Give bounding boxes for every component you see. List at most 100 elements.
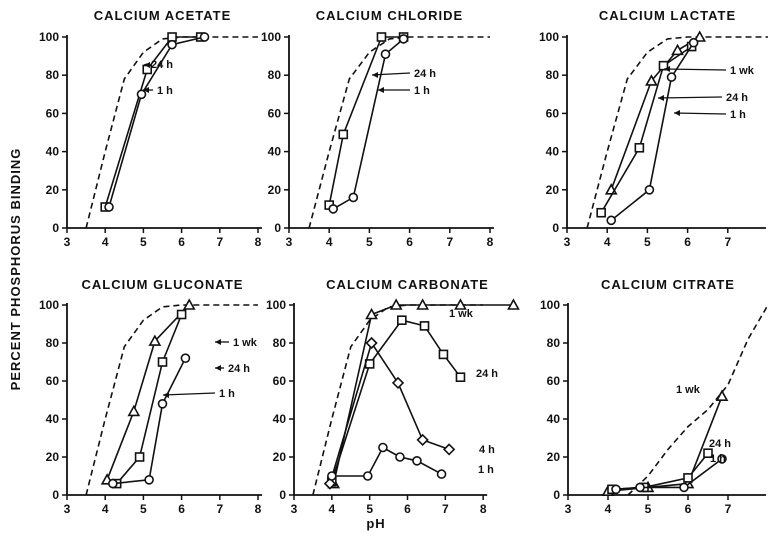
series-line — [331, 446, 442, 477]
y-axis-label: PERCENT PHOSPHORUS BINDING — [8, 148, 23, 391]
triangle-marker — [693, 30, 707, 42]
reference-curve — [312, 304, 484, 496]
series-label: 1 wk — [730, 65, 755, 77]
y-tick-label: 0 — [279, 488, 286, 502]
triangle-marker — [671, 43, 684, 56]
y-tick-label: 100 — [540, 298, 560, 312]
square-marker — [596, 207, 606, 218]
triangle-marker — [645, 74, 658, 86]
series-line — [112, 357, 187, 485]
circle-marker — [380, 49, 391, 59]
circle-marker — [362, 471, 373, 481]
x-tick-label: 4 — [102, 235, 109, 249]
series-label: 1 wk — [233, 337, 258, 349]
series-line — [332, 38, 405, 210]
circle-marker — [327, 471, 337, 481]
label-arrow — [371, 72, 411, 76]
arrow-head — [372, 72, 378, 78]
series-label: 24 h — [414, 68, 436, 80]
y-tick-label: 80 — [268, 68, 282, 82]
reference-curve — [586, 36, 768, 229]
circle-marker — [157, 398, 168, 409]
x-tick-label: 5 — [644, 235, 651, 249]
series-label: 24 h — [476, 368, 498, 380]
series-label: 24 h — [151, 59, 173, 71]
circle-marker — [717, 454, 727, 464]
triangle-marker — [127, 404, 141, 417]
x-axis-label: pH — [366, 516, 385, 531]
triangle-marker — [182, 298, 196, 310]
diamond-marker — [416, 433, 429, 447]
panel-title: CALCIUM GLUCONATE — [82, 277, 244, 292]
x-tick-label: 8 — [255, 502, 262, 516]
y-tick-label: 0 — [552, 221, 559, 235]
series-label: 24 h — [726, 92, 748, 104]
y-tick-label: 100 — [39, 30, 59, 44]
y-tick-label: 0 — [274, 221, 281, 235]
diamond-marker — [365, 336, 378, 350]
x-tick-label: 7 — [724, 235, 731, 249]
y-tick-label: 60 — [546, 106, 560, 120]
panel-4: CALCIUM GLUCONATE 0 20 40 60 80 100 3 4 5 6 7 8 1 wk 2… — [39, 277, 262, 516]
circle-marker — [644, 185, 655, 195]
square-marker — [157, 357, 168, 367]
circle-marker — [679, 482, 689, 493]
circle-marker — [606, 215, 617, 226]
y-tick-label: 60 — [46, 106, 60, 120]
series-label: 4 h — [479, 444, 495, 456]
reference-curve — [627, 304, 768, 496]
arrow-head — [144, 62, 150, 68]
x-tick-label: 5 — [366, 235, 373, 249]
circle-marker — [167, 39, 177, 50]
series-line — [328, 36, 404, 206]
square-marker — [419, 321, 430, 331]
x-tick-label: 4 — [326, 235, 333, 249]
series-line — [610, 42, 695, 222]
square-marker — [167, 32, 177, 42]
y-tick-label: 100 — [39, 298, 59, 312]
circle-marker — [180, 353, 191, 364]
triangle-marker — [365, 307, 378, 320]
x-tick-label: 7 — [216, 235, 223, 249]
y-tick-label: 0 — [52, 221, 59, 235]
series-line — [611, 452, 709, 491]
x-tick-label: 7 — [216, 502, 223, 516]
y-tick-label: 60 — [547, 374, 561, 388]
y-tick-label: 100 — [539, 30, 559, 44]
reference-curve — [85, 304, 258, 496]
y-tick-label: 100 — [266, 298, 286, 312]
series-label: 1 wk — [676, 384, 701, 396]
series-label: 1 h — [414, 85, 430, 97]
label-arrow — [657, 96, 723, 99]
square-marker — [703, 448, 713, 459]
square-marker — [376, 32, 387, 42]
series-line — [600, 45, 693, 214]
y-tick-label: 80 — [46, 68, 60, 82]
square-marker — [397, 315, 407, 326]
circle-marker — [666, 72, 677, 82]
x-tick-label: 8 — [480, 502, 487, 516]
triangle-marker — [416, 298, 429, 310]
y-tick-label: 20 — [547, 450, 561, 464]
y-tick-label: 40 — [273, 412, 287, 426]
arrow-head — [163, 392, 169, 398]
y-tick-label: 20 — [46, 183, 60, 197]
y-tick-label: 80 — [46, 336, 60, 350]
y-tick-label: 20 — [268, 183, 282, 197]
circle-marker — [144, 474, 154, 485]
square-marker — [634, 142, 645, 153]
circle-marker — [136, 89, 147, 100]
series-line — [104, 36, 201, 208]
series-line — [615, 458, 723, 491]
panel-5: CALCIUM CARBONATE 0 20 40 60 80 100 3 4 5 6 7 8 1 wk 2… — [266, 277, 520, 516]
y-tick-label: 20 — [46, 450, 60, 464]
diamond-marker — [323, 477, 337, 490]
x-tick-label: 3 — [291, 502, 298, 516]
series-label: 24 h — [709, 438, 731, 450]
circle-marker — [108, 478, 118, 489]
x-tick-label: 8 — [487, 235, 494, 249]
square-marker — [176, 309, 187, 320]
circle-marker — [328, 204, 339, 214]
x-tick-label: 6 — [406, 235, 413, 249]
circle-marker — [412, 455, 422, 466]
